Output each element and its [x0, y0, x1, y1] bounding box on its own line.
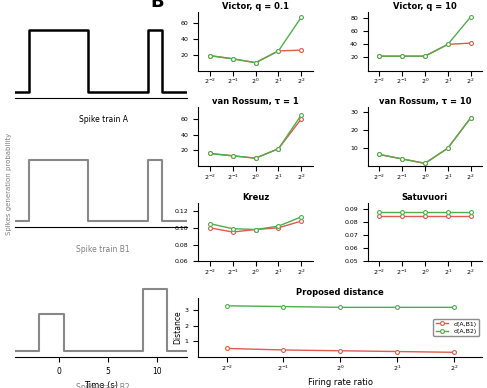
Text: Spike train A: Spike train A — [79, 115, 128, 124]
Y-axis label: Distance: Distance — [173, 311, 182, 344]
Y-axis label: Spikes generation probability: Spikes generation probability — [6, 133, 12, 236]
Title: van Rossum, τ = 10: van Rossum, τ = 10 — [379, 97, 471, 106]
Title: Kreuz: Kreuz — [242, 193, 269, 202]
Title: Victor, q = 10: Victor, q = 10 — [393, 2, 457, 11]
X-axis label: Firing rate ratio: Firing rate ratio — [308, 378, 373, 387]
Title: Victor, q = 0.1: Victor, q = 0.1 — [222, 2, 289, 11]
Text: B: B — [150, 0, 164, 11]
Title: Proposed distance: Proposed distance — [297, 288, 384, 297]
X-axis label: Time (s): Time (s) — [84, 381, 118, 388]
Title: van Rossum, τ = 1: van Rossum, τ = 1 — [212, 97, 299, 106]
Text: Spike train B1: Spike train B1 — [76, 245, 130, 254]
Title: Satuvuori: Satuvuori — [402, 193, 448, 202]
Text: Spike train B2: Spike train B2 — [76, 383, 130, 388]
Legend: d(A,B1), d(A,B2): d(A,B1), d(A,B2) — [433, 319, 479, 336]
